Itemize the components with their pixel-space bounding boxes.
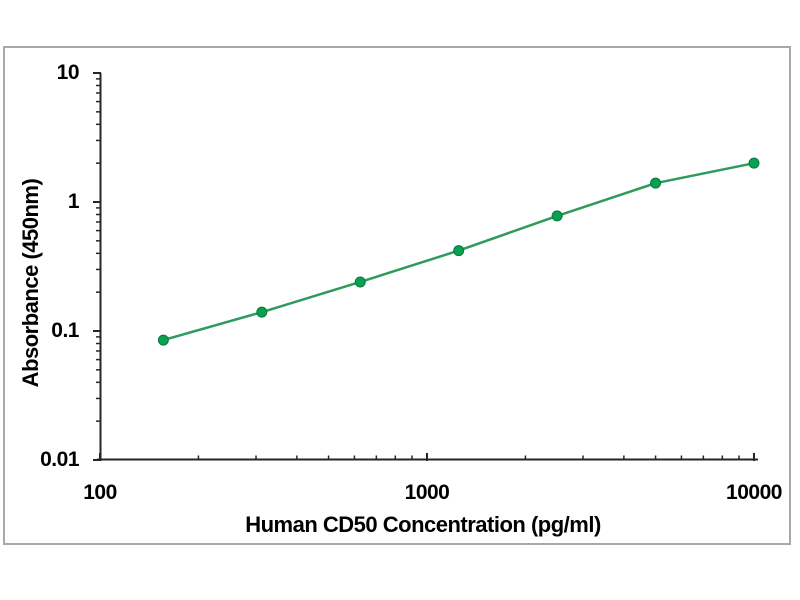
x-tick-label: 100: [83, 481, 117, 504]
y-tick-label: 10: [56, 61, 80, 84]
x-axis-title: Human CD50 Concentration (pg/ml): [245, 512, 601, 537]
x-tick-label: 10000: [726, 481, 782, 504]
data-point-marker: [650, 177, 662, 189]
y-tick-label: 0.01: [40, 448, 79, 471]
data-point-marker: [354, 276, 366, 288]
data-point-marker: [551, 210, 563, 222]
data-point-marker: [256, 306, 268, 318]
y-tick-label: 0.1: [51, 319, 79, 342]
data-point-marker: [157, 334, 169, 346]
figure-frame: [3, 46, 791, 545]
y-axis-title: Absorbance (450nm): [18, 178, 43, 388]
y-tick-label: 1: [67, 190, 80, 213]
data-point-marker: [748, 157, 760, 169]
data-point-marker: [453, 245, 465, 257]
x-tick-label: 1000: [404, 481, 450, 504]
